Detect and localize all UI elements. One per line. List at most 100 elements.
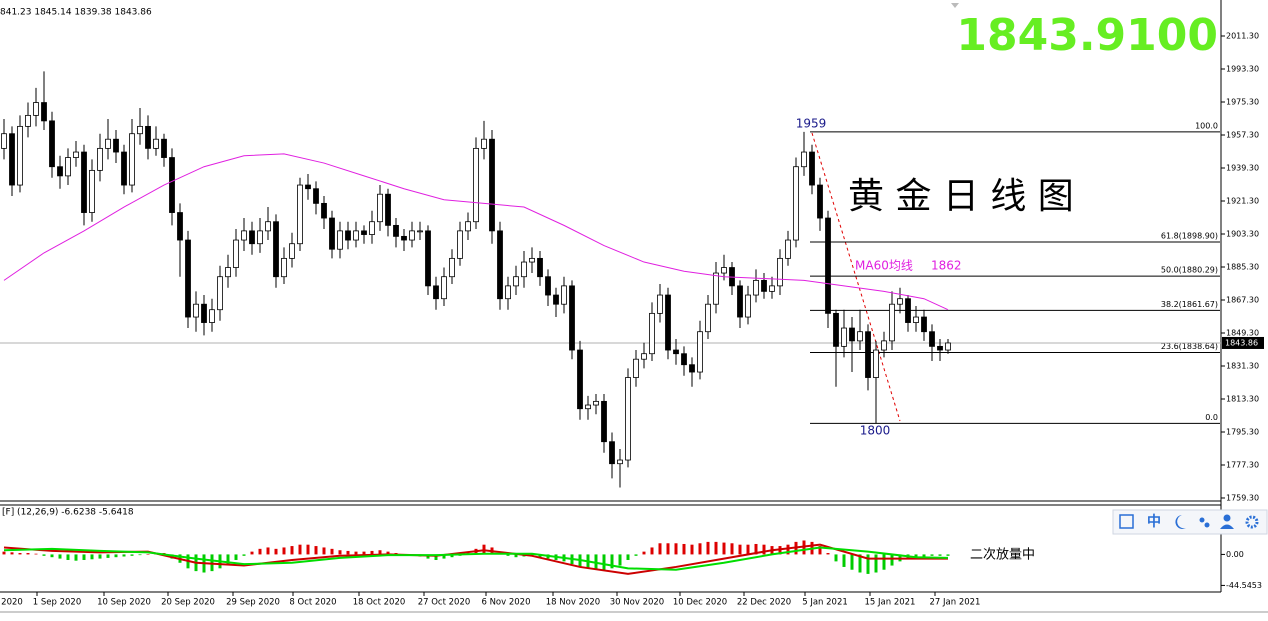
candle-body <box>361 230 367 235</box>
y-tick-label: 1867.30 <box>1226 295 1259 304</box>
candle-body <box>577 349 583 410</box>
candle-body <box>657 294 663 314</box>
histogram-bar <box>114 554 118 558</box>
candle-body <box>329 217 335 250</box>
indicator-note: 二次放量中 <box>970 547 1035 563</box>
toolbar-icon[interactable] <box>1245 515 1259 529</box>
trend-line <box>811 132 901 422</box>
candle-body <box>73 151 79 158</box>
x-tick-label: 30 Nov 2020 <box>610 598 664 608</box>
y-tick-label: 1759.30 <box>1226 493 1259 502</box>
toolbar-icon[interactable] <box>1119 514 1134 529</box>
candle-body <box>689 364 695 373</box>
candle-body <box>593 400 599 406</box>
x-tick-label: 5 Jan 2021 <box>802 598 848 608</box>
candle-body <box>529 257 535 263</box>
histogram-bar <box>850 554 854 570</box>
candle-body <box>489 138 495 232</box>
histogram-bar <box>634 554 638 556</box>
histogram-bar <box>786 544 790 555</box>
toolbar-language[interactable]: 中 <box>1147 513 1161 530</box>
ma-line <box>3 153 949 311</box>
candle-body <box>817 184 823 219</box>
ma-annotation: MA60均线 <box>855 259 913 273</box>
histogram-bar <box>146 554 150 555</box>
histogram-bar <box>378 550 382 555</box>
indicator-line <box>3 546 949 571</box>
toolbar-icon[interactable] <box>1220 524 1234 530</box>
y-tick-label: 1849.30 <box>1226 328 1259 337</box>
candle-body <box>233 239 239 268</box>
candle-body <box>561 285 567 305</box>
candle-body <box>33 102 39 116</box>
candle-body <box>625 377 631 461</box>
histogram-bar <box>106 554 110 558</box>
candle-body <box>553 294 559 305</box>
histogram-bar <box>602 554 606 570</box>
candle-body <box>385 193 391 226</box>
histogram-bar <box>514 554 518 558</box>
candle-body <box>1 133 7 149</box>
candle-body <box>289 243 295 259</box>
histogram-bar <box>874 554 878 573</box>
y-tick-label: 1939.30 <box>1226 163 1259 172</box>
candle-body <box>793 166 799 241</box>
candle-body <box>129 133 135 186</box>
histogram-bar <box>442 554 446 559</box>
candle-body <box>849 327 855 342</box>
candle-body <box>65 157 71 177</box>
candle-body <box>505 285 511 300</box>
toolbar-icon[interactable] <box>1175 515 1186 529</box>
histogram-bar <box>650 547 654 555</box>
histogram-bar <box>338 550 342 555</box>
x-tick-label: 10 Sep 2020 <box>97 598 151 608</box>
candle-body <box>353 230 359 241</box>
fib-label: 61.8(1898.90) <box>1161 232 1218 241</box>
candle-body <box>305 184 311 190</box>
x-tick-label: 10 Dec 2020 <box>673 598 727 608</box>
candle-body <box>601 400 607 443</box>
histogram-bar <box>306 544 310 555</box>
candle-body <box>393 224 399 237</box>
candle-body <box>785 239 791 259</box>
candle-body <box>153 138 159 149</box>
candle-body <box>41 102 47 122</box>
candle-body <box>913 316 919 323</box>
candle-body <box>457 230 463 259</box>
y-tick-label: 1885.30 <box>1226 262 1259 271</box>
toolbar-icon[interactable] <box>1199 517 1205 523</box>
candle-body <box>537 257 543 278</box>
histogram-bar <box>282 547 286 555</box>
candle-body <box>185 239 191 318</box>
candle-body <box>737 285 743 318</box>
candle-body <box>777 257 783 287</box>
x-tick-label: 22 Dec 2020 <box>737 598 791 608</box>
toolbar-icon[interactable] <box>1223 514 1231 522</box>
candle-body <box>121 151 127 186</box>
candle-body <box>609 441 615 465</box>
candle-body <box>673 349 679 355</box>
candle-body <box>257 230 263 245</box>
last-price-box <box>1222 336 1264 349</box>
toolbar-icon[interactable] <box>1204 522 1210 528</box>
histogram-bar <box>834 554 838 562</box>
histogram-bar <box>866 554 870 574</box>
histogram-bar <box>690 544 694 555</box>
histogram-bar <box>138 554 142 556</box>
histogram-bar <box>722 542 726 555</box>
histogram-bar <box>82 554 86 560</box>
histogram-bar <box>682 543 686 555</box>
histogram-bar <box>890 554 894 566</box>
y-tick-label: 1795.30 <box>1226 427 1259 436</box>
candle-body <box>721 267 727 274</box>
histogram-bar <box>618 554 622 566</box>
y-tick-label: 1777.30 <box>1226 460 1259 469</box>
fib-label: 38.2(1861.67) <box>1161 300 1218 309</box>
candle-body <box>265 221 271 232</box>
candle-body <box>209 309 215 323</box>
candle-body <box>633 358 639 378</box>
candle-body <box>409 230 415 241</box>
candle-body <box>929 331 935 347</box>
histogram-bar <box>714 541 718 555</box>
